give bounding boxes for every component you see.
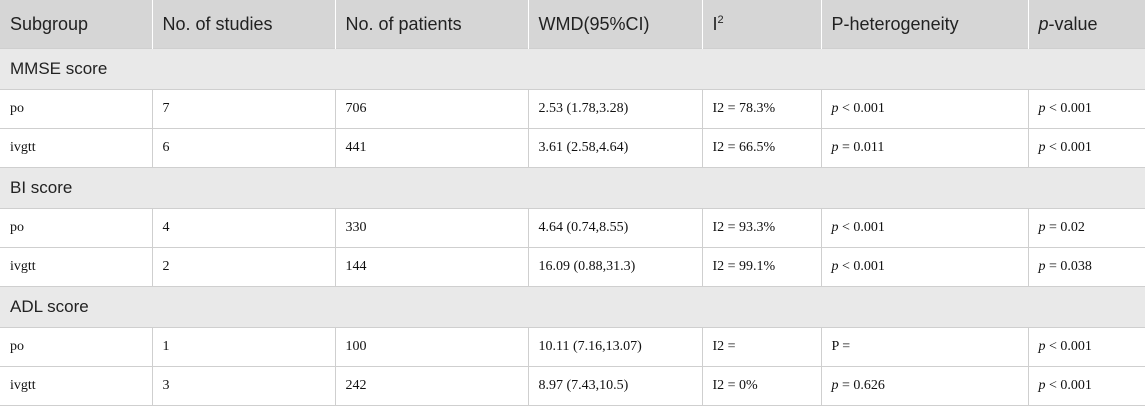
cell-patients: 100 bbox=[335, 327, 529, 367]
cell-subgroup: ivgtt bbox=[0, 128, 153, 168]
cell-pvalue: p < 0.001 bbox=[1028, 327, 1145, 367]
header-pvalue-italic: p bbox=[1038, 13, 1049, 34]
cell-wmd: 10.11 (7.16,13.07) bbox=[528, 327, 703, 367]
table-row: po 7 706 2.53 (1.78,3.28) I2 = 78.3% p < 0.00… bbox=[0, 89, 1145, 129]
header-row: Subgroup No. of studies No. of patients … bbox=[0, 0, 1145, 49]
p-italic: p bbox=[1038, 339, 1046, 354]
cell-wmd: 8.97 (7.43,10.5) bbox=[528, 366, 703, 406]
p-value-text: < 0.001 bbox=[838, 101, 885, 116]
cell-i2: I2 = bbox=[702, 327, 822, 367]
p-italic: p bbox=[831, 140, 839, 155]
p-italic: p bbox=[1038, 378, 1046, 393]
p-italic: p bbox=[831, 259, 839, 274]
table-row: po 4 330 4.64 (0.74,8.55) I2 = 93.3% p < 0.00… bbox=[0, 208, 1145, 248]
cell-subgroup: po bbox=[0, 208, 153, 248]
cell-studies: 1 bbox=[152, 327, 336, 367]
p-value-text: = 0.038 bbox=[1045, 259, 1092, 274]
p-italic: p bbox=[1038, 101, 1046, 116]
cell-subgroup: po bbox=[0, 89, 153, 129]
group-row: ADL score bbox=[0, 286, 1145, 328]
p-value-text: < 0.001 bbox=[1045, 140, 1092, 155]
cell-wmd: 16.09 (0.88,31.3) bbox=[528, 247, 703, 287]
cell-pvalue: p < 0.001 bbox=[1028, 366, 1145, 406]
cell-pheterogeneity: p < 0.001 bbox=[821, 247, 1029, 287]
table-row: ivgtt 3 242 8.97 (7.43,10.5) I2 = 0% p = 0.62… bbox=[0, 366, 1145, 406]
group-label: MMSE score bbox=[0, 48, 1145, 90]
cell-patients: 144 bbox=[335, 247, 529, 287]
cell-patients: 242 bbox=[335, 366, 529, 406]
p-value-text: < 0.001 bbox=[1045, 101, 1092, 116]
cell-patients: 706 bbox=[335, 89, 529, 129]
p-value-text: = 0.626 bbox=[838, 378, 885, 393]
p-italic: p bbox=[831, 220, 839, 235]
table-row: po 1 100 10.11 (7.16,13.07) I2 = P = p < 0.001 bbox=[0, 327, 1145, 367]
p-italic: p bbox=[1038, 220, 1046, 235]
p-italic: p bbox=[831, 101, 839, 116]
header-wmd: WMD(95%CI) bbox=[528, 0, 703, 49]
group-row: MMSE score bbox=[0, 48, 1145, 90]
p-value-text: P = bbox=[831, 339, 851, 354]
header-pvalue-rest: -value bbox=[1048, 13, 1098, 34]
cell-subgroup: ivgtt bbox=[0, 247, 153, 287]
cell-i2: I2 = 93.3% bbox=[702, 208, 822, 248]
cell-studies: 4 bbox=[152, 208, 336, 248]
header-pvalue: p-value bbox=[1028, 0, 1145, 49]
group-label: ADL score bbox=[0, 286, 1145, 328]
header-subgroup: Subgroup bbox=[0, 0, 153, 49]
p-value-text: = 0.02 bbox=[1045, 220, 1085, 235]
cell-i2: I2 = 78.3% bbox=[702, 89, 822, 129]
cell-patients: 441 bbox=[335, 128, 529, 168]
cell-studies: 6 bbox=[152, 128, 336, 168]
table-row: ivgtt 6 441 3.61 (2.58,4.64) I2 = 66.5% p = 0… bbox=[0, 128, 1145, 168]
cell-pheterogeneity: P = bbox=[821, 327, 1029, 367]
cell-patients: 330 bbox=[335, 208, 529, 248]
cell-pheterogeneity: p = 0.011 bbox=[821, 128, 1029, 168]
cell-wmd: 3.61 (2.58,4.64) bbox=[528, 128, 703, 168]
header-i2-letter: I bbox=[712, 13, 718, 34]
cell-wmd: 4.64 (0.74,8.55) bbox=[528, 208, 703, 248]
p-value-text: < 0.001 bbox=[1045, 339, 1092, 354]
table-row: ivgtt 2 144 16.09 (0.88,31.3) I2 = 99.1% p < … bbox=[0, 247, 1145, 287]
group-row: BI score bbox=[0, 167, 1145, 209]
header-pheterogeneity: P-heterogeneity bbox=[821, 0, 1029, 49]
cell-i2: I2 = 99.1% bbox=[702, 247, 822, 287]
cell-i2: I2 = 66.5% bbox=[702, 128, 822, 168]
group-label: BI score bbox=[0, 167, 1145, 209]
p-italic: p bbox=[831, 378, 839, 393]
cell-studies: 2 bbox=[152, 247, 336, 287]
header-studies: No. of studies bbox=[152, 0, 336, 49]
cell-pvalue: p = 0.02 bbox=[1028, 208, 1145, 248]
p-value-text: < 0.001 bbox=[838, 259, 885, 274]
header-patients: No. of patients bbox=[335, 0, 529, 49]
header-i2: I2 bbox=[702, 0, 822, 49]
cell-pheterogeneity: p < 0.001 bbox=[821, 208, 1029, 248]
cell-pheterogeneity: p = 0.626 bbox=[821, 366, 1029, 406]
p-italic: p bbox=[1038, 259, 1046, 274]
p-value-text: < 0.001 bbox=[1045, 378, 1092, 393]
cell-i2: I2 = 0% bbox=[702, 366, 822, 406]
cell-studies: 3 bbox=[152, 366, 336, 406]
cell-pvalue: p < 0.001 bbox=[1028, 128, 1145, 168]
p-value-text: < 0.001 bbox=[838, 220, 885, 235]
header-i2-sup: 2 bbox=[717, 13, 724, 26]
cell-pvalue: p = 0.038 bbox=[1028, 247, 1145, 287]
cell-subgroup: ivgtt bbox=[0, 366, 153, 406]
cell-pheterogeneity: p < 0.001 bbox=[821, 89, 1029, 129]
p-italic: p bbox=[1038, 140, 1046, 155]
cell-pvalue: p < 0.001 bbox=[1028, 89, 1145, 129]
p-value-text: = 0.011 bbox=[838, 140, 885, 155]
cell-studies: 7 bbox=[152, 89, 336, 129]
cell-subgroup: po bbox=[0, 327, 153, 367]
cell-wmd: 2.53 (1.78,3.28) bbox=[528, 89, 703, 129]
